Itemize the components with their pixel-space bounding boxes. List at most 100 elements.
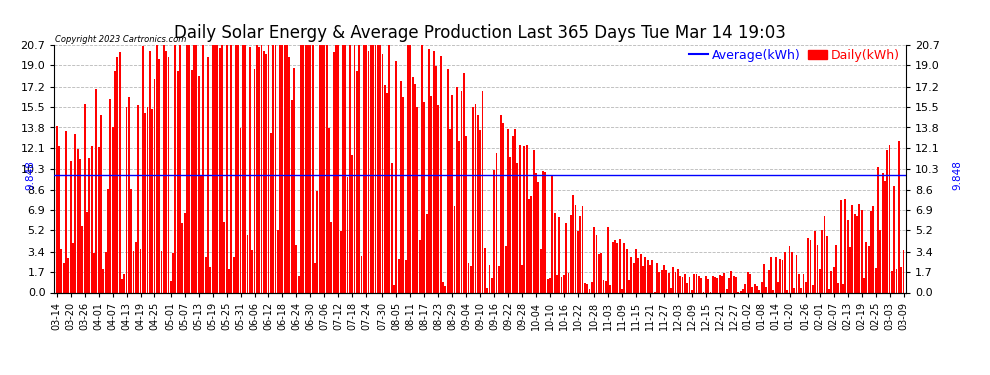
Bar [556,275,557,292]
Bar [465,136,467,292]
Bar [491,278,493,292]
Bar [535,173,537,292]
Bar [800,288,802,292]
Bar [705,276,707,292]
Bar [812,285,814,292]
Bar [626,249,628,292]
Bar [400,81,402,292]
Legend: Average(kWh), Daily(kWh): Average(kWh), Daily(kWh) [689,49,900,62]
Bar [665,270,667,292]
Bar [767,270,769,292]
Bar [214,45,216,292]
Bar [142,46,144,292]
Bar [205,257,207,292]
Bar [167,57,169,292]
Bar [109,99,111,292]
Bar [670,288,672,292]
Bar [346,177,348,292]
Bar [893,186,895,292]
Bar [340,231,342,292]
Bar [814,231,816,292]
Bar [438,105,440,292]
Bar [345,45,346,292]
Bar [817,246,819,292]
Bar [635,249,637,292]
Bar [67,258,69,292]
Bar [553,213,555,292]
Bar [824,216,826,292]
Bar [117,57,118,292]
Bar [526,145,528,292]
Bar [191,70,193,292]
Bar [644,257,646,292]
Bar [263,51,264,292]
Bar [610,285,612,292]
Bar [474,104,476,292]
Bar [517,163,519,292]
Bar [305,45,307,292]
Bar [138,105,140,292]
Bar [426,214,428,292]
Bar [472,107,474,292]
Bar [631,257,633,292]
Bar [760,282,762,292]
Bar [133,251,135,292]
Bar [291,100,293,292]
Bar [179,45,181,292]
Bar [605,281,607,292]
Bar [493,170,495,292]
Bar [660,270,662,292]
Bar [72,243,74,292]
Bar [407,45,409,292]
Bar [321,45,323,292]
Bar [248,47,250,292]
Bar [900,267,902,292]
Text: Copyright 2023 Cartronics.com: Copyright 2023 Cartronics.com [55,35,187,44]
Bar [896,269,898,292]
Bar [310,45,311,292]
Bar [481,91,483,292]
Bar [596,235,597,292]
Bar [188,45,190,292]
Bar [842,284,843,292]
Bar [498,266,500,292]
Bar [531,196,533,292]
Bar [772,290,774,292]
Bar [317,192,318,292]
Bar [467,263,469,292]
Bar [391,163,393,292]
Bar [538,182,540,292]
Bar [717,278,719,292]
Bar [603,280,604,292]
Bar [360,256,362,292]
Bar [245,45,247,292]
Bar [384,85,386,292]
Bar [593,227,595,292]
Bar [62,262,64,292]
Bar [810,240,812,292]
Bar [388,45,390,292]
Bar [300,45,302,292]
Bar [505,246,507,292]
Bar [821,230,823,292]
Bar [753,284,755,292]
Bar [253,69,255,292]
Bar [386,93,388,292]
Bar [251,250,253,292]
Bar [740,291,742,292]
Bar [235,45,237,292]
Bar [840,200,842,292]
Bar [712,276,714,292]
Bar [889,145,890,292]
Bar [856,216,858,292]
Bar [451,95,453,292]
Bar [65,131,67,292]
Bar [107,189,109,292]
Bar [151,110,153,292]
Bar [744,285,746,292]
Bar [514,129,516,292]
Bar [724,273,726,292]
Bar [898,141,900,292]
Bar [353,45,355,292]
Bar [207,57,209,292]
